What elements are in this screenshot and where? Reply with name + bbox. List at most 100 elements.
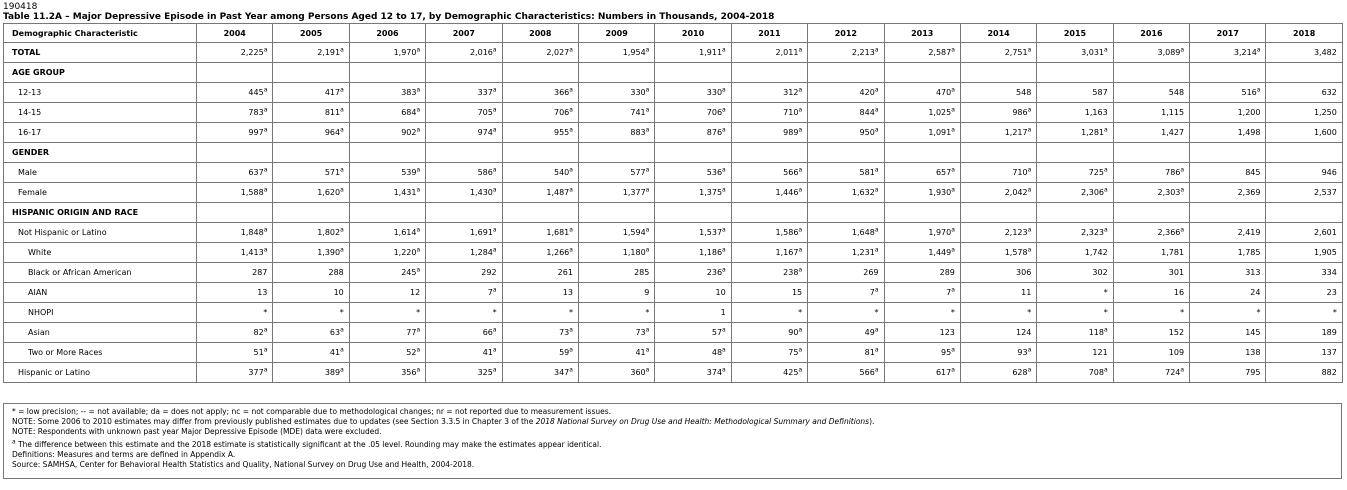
value-cell: 586a <box>425 162 503 183</box>
table-row: Two or More Races 51a 41a 52a 41a 59a 41a 48a 75… <box>3 342 1343 363</box>
significance-marker: a <box>416 166 421 174</box>
significance-marker: a <box>416 186 421 194</box>
value-cell: * <box>501 302 579 323</box>
estimate-value: 189 <box>1321 328 1337 337</box>
significance-marker: a <box>1027 46 1032 54</box>
estimate-value: 628 <box>1012 368 1028 377</box>
section-heading-row: GENDER <box>3 142 1343 163</box>
value-cell: 95a <box>883 342 961 363</box>
value-cell: 536a <box>654 162 732 183</box>
significance-marker: a <box>874 346 879 354</box>
estimate-value: * <box>568 308 573 317</box>
estimate-value: 49 <box>864 328 875 337</box>
estimate-value: 964 <box>324 128 341 137</box>
header-year: 2015 <box>1036 23 1114 43</box>
value-cell: 1,600 <box>1265 122 1343 143</box>
value-cell: 7a <box>883 282 961 303</box>
value-cell: 708a <box>1036 362 1114 383</box>
estimate-value: 577 <box>630 168 646 177</box>
estimate-value: 2,537 <box>1313 188 1337 197</box>
estimate-value: 1,284 <box>469 248 493 257</box>
empty-cell <box>807 62 885 83</box>
estimate-value: * <box>1256 308 1261 317</box>
value-cell: 974a <box>425 122 503 143</box>
estimate-value: 330 <box>706 88 723 97</box>
value-cell: 1,537a <box>654 222 732 243</box>
estimate-value: 236 <box>706 268 723 277</box>
value-cell: 617a <box>883 362 961 383</box>
value-cell: 77a <box>348 322 427 343</box>
estimate-value: 724 <box>1165 368 1181 377</box>
note-definitions: Definitions: Measures and terms are defi… <box>12 450 236 459</box>
significance-marker: a <box>874 166 879 174</box>
value-cell: 189 <box>1265 322 1343 343</box>
value-cell: 81a <box>807 342 885 363</box>
value-cell: 306 <box>959 262 1038 283</box>
estimate-value: 1,911 <box>699 48 723 57</box>
significance-marker: a <box>722 106 726 114</box>
table-row: AIAN 13 10 12 7a 13 9 10 15 7a 7a 11 * 16 24 23 <box>3 282 1343 303</box>
estimate-value: 337 <box>477 88 493 97</box>
value-cell: 12 <box>348 282 427 303</box>
estimate-value: 587 <box>1092 88 1108 97</box>
value-cell: 1,200 <box>1189 102 1267 123</box>
value-cell: 10 <box>654 282 732 303</box>
empty-cell <box>730 62 809 83</box>
estimate-value: 11 <box>1021 288 1032 297</box>
empty-cell <box>1265 202 1343 223</box>
significance-marker: a <box>263 106 268 114</box>
value-cell: 138 <box>1189 342 1267 363</box>
empty-cell <box>272 202 350 223</box>
estimate-value: 52 <box>406 348 417 357</box>
estimate-value: 288 <box>328 268 344 277</box>
significance-marker: a <box>798 346 803 354</box>
header-year: 2014 <box>959 23 1038 43</box>
estimate-value: 301 <box>1168 268 1185 277</box>
empty-cell <box>577 142 656 163</box>
value-cell: 741a <box>577 102 656 123</box>
estimate-value: 2,366 <box>1157 228 1181 237</box>
empty-cell <box>425 142 503 163</box>
significance-marker: a <box>492 346 497 354</box>
value-cell: 302 <box>1036 262 1114 283</box>
data-table: Demographic Characteristic 2004 2005 2006 2… <box>3 23 1343 383</box>
value-cell: 288 <box>272 262 350 283</box>
value-cell: 1,231a <box>807 242 885 263</box>
value-cell: 73a <box>501 322 579 343</box>
value-cell: 684a <box>348 102 427 123</box>
value-cell: 366a <box>501 82 579 103</box>
value-cell: 334 <box>1265 262 1343 283</box>
significance-marker: a <box>798 46 803 54</box>
estimate-value: 1,449 <box>928 248 952 257</box>
significance-marker: a <box>722 226 726 234</box>
value-cell: 417a <box>272 82 350 103</box>
value-cell: 632 <box>1265 82 1343 103</box>
estimate-value: * <box>416 308 421 317</box>
empty-cell <box>501 202 579 223</box>
value-cell: 1,578a <box>959 242 1038 263</box>
value-cell: 989a <box>730 122 809 143</box>
value-cell: 124 <box>959 322 1038 343</box>
value-cell: * <box>195 302 274 323</box>
table-row: Hispanic or Latino 377a 389a 356a 325a 347a 36… <box>3 362 1343 383</box>
header-year: 2006 <box>348 23 427 43</box>
value-cell: 1,431a <box>348 182 427 203</box>
note-updates: NOTE: Some 2006 to 2010 estimates may di… <box>12 417 875 426</box>
value-cell: * <box>272 302 350 323</box>
empty-cell <box>577 62 656 83</box>
empty-cell <box>501 142 579 163</box>
estimate-value: 1,594 <box>622 228 646 237</box>
significance-marker: a <box>874 366 879 374</box>
value-cell: 137 <box>1265 342 1343 363</box>
significance-marker: a <box>951 106 955 114</box>
significance-marker: a <box>951 186 955 194</box>
estimate-value: 2,419 <box>1237 228 1261 237</box>
empty-cell <box>807 202 885 223</box>
value-cell: 710a <box>959 162 1038 183</box>
value-cell: 571a <box>272 162 350 183</box>
estimate-value: 2,751 <box>1004 48 1028 57</box>
value-cell: 587 <box>1036 82 1114 103</box>
value-cell: * <box>959 302 1038 323</box>
value-cell: 548 <box>1112 82 1191 103</box>
table-row: Female 1,588a 1,620a 1,431a 1,430a 1,487a 1,37… <box>3 182 1343 203</box>
